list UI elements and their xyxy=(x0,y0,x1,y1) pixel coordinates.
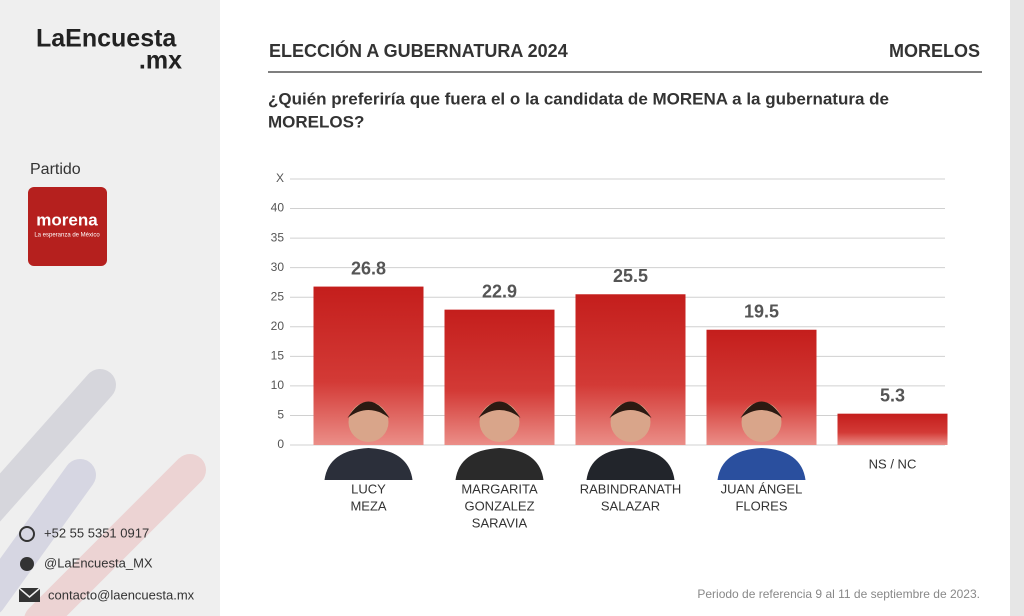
value-label: 26.8 xyxy=(351,258,386,278)
candidate-photo xyxy=(717,448,806,480)
decoration xyxy=(0,369,206,616)
y-tick-label: X xyxy=(276,171,284,185)
value-label: 25.5 xyxy=(613,266,648,286)
value-label: 22.9 xyxy=(482,281,517,301)
bar xyxy=(837,413,948,445)
x-tick-label: RABINDRANATH xyxy=(580,481,682,496)
y-tick-label: 35 xyxy=(271,230,285,244)
value-label: 5.3 xyxy=(880,385,905,405)
header-region: MORELOS xyxy=(889,41,980,61)
brand-name: LaEncuesta xyxy=(36,25,177,53)
candidate-photo xyxy=(741,402,782,442)
y-tick-label: 5 xyxy=(277,408,284,422)
x-tick-label: MARGARITA xyxy=(461,481,538,496)
x-tick-label: LUCY xyxy=(351,481,386,496)
party-logo-box xyxy=(28,187,107,266)
y-tick-label: 20 xyxy=(271,319,285,333)
sidebar xyxy=(0,0,220,616)
contact-twitter: @LaEncuesta_MX xyxy=(44,555,153,570)
x-tick-label: SALAZAR xyxy=(601,498,660,513)
y-tick-label: 25 xyxy=(271,289,285,303)
contact-phone: +52 55 5351 0917 xyxy=(44,525,149,540)
party-slogan: La esperanza de México xyxy=(34,233,100,239)
x-tick-label: SARAVIA xyxy=(472,515,528,530)
party-logo: morena xyxy=(36,210,98,229)
y-tick-label: 15 xyxy=(271,349,285,363)
header-title: ELECCIÓN A GUBERNATURA 2024 xyxy=(269,40,568,61)
candidate-photo xyxy=(348,402,389,442)
question-line: ¿Quién preferiría que fuera el o la cand… xyxy=(268,89,889,108)
x-tick-label: JUAN ÁNGEL xyxy=(721,481,803,496)
chart: 0 5 10 15 20 25 30 35 40 X 26.8 LUCY MEZA 22.9 MARGARI… xyxy=(271,171,948,530)
right-strip xyxy=(1010,0,1024,616)
value-label: 19.5 xyxy=(744,301,779,321)
contact-email: contacto@laencuesta.mx xyxy=(48,587,195,602)
x-tick-label: GONZALEZ xyxy=(464,498,534,513)
footer-note: Periodo de referencia 9 al 11 de septiem… xyxy=(697,587,980,601)
candidate-photo xyxy=(740,401,783,418)
x-tick-label: FLORES xyxy=(735,498,787,513)
y-tick-label: 40 xyxy=(271,201,285,215)
candidate-photo xyxy=(455,448,544,480)
candidate-photo xyxy=(347,401,390,418)
party-label: Partido xyxy=(30,161,81,178)
y-tick-label: 10 xyxy=(271,378,285,392)
candidate-photo xyxy=(586,448,675,480)
y-tick-label: 0 xyxy=(277,437,284,451)
candidate-photo xyxy=(609,401,652,418)
x-tick-label: NS / NC xyxy=(869,456,917,471)
brand-suffix: .mx xyxy=(139,47,182,75)
x-tick-label: MEZA xyxy=(350,498,386,513)
candidate-photo xyxy=(479,402,520,442)
y-tick-label: 30 xyxy=(271,260,285,274)
question-line: MORELOS? xyxy=(268,112,364,131)
contact-icons xyxy=(18,526,41,602)
candidate-photo xyxy=(610,402,651,442)
candidate-photo xyxy=(478,401,521,418)
candidate-photo xyxy=(324,448,413,480)
